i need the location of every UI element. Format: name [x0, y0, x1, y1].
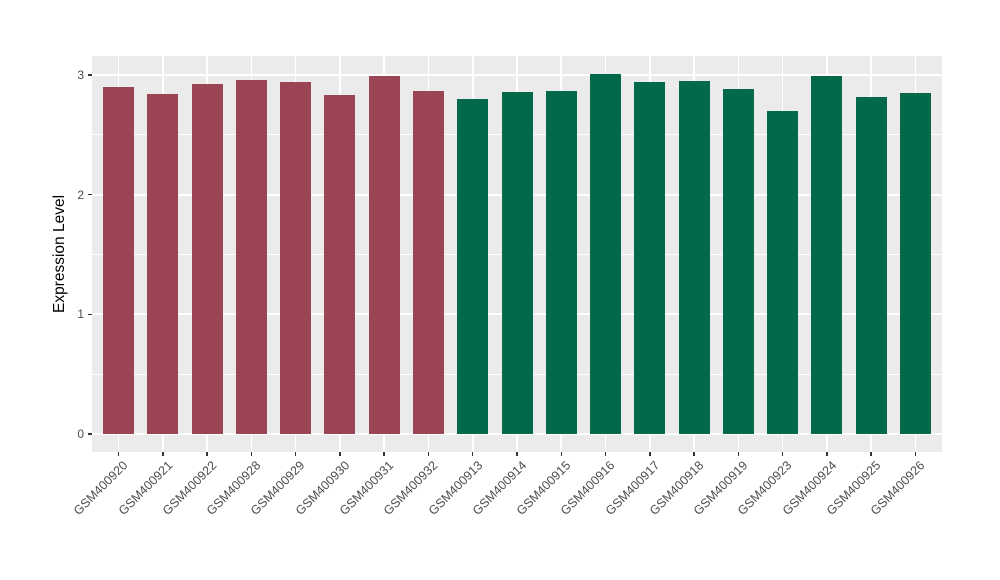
y-axis-tick	[88, 433, 92, 435]
x-axis-tick	[472, 452, 474, 456]
bar	[147, 94, 179, 435]
x-axis-tick	[649, 452, 651, 456]
x-axis-tick	[826, 452, 828, 456]
bar	[501, 91, 533, 435]
bar	[899, 93, 931, 435]
y-axis-tick	[88, 74, 92, 76]
x-axis-tick	[117, 452, 120, 456]
y-axis-tick	[88, 313, 92, 316]
x-axis-tick	[737, 452, 740, 456]
bar	[855, 96, 887, 435]
bar	[634, 82, 666, 435]
bar	[103, 87, 135, 435]
y-axis-tick-label: 3	[77, 68, 84, 83]
x-axis-tick	[294, 452, 297, 456]
y-axis-tick-label: 1	[77, 307, 84, 322]
bar	[678, 81, 710, 435]
bar	[767, 111, 799, 435]
y-axis-tick-label: 0	[77, 427, 84, 442]
bar	[545, 90, 577, 435]
bar	[368, 76, 400, 435]
bar	[590, 73, 622, 435]
bar	[811, 76, 843, 435]
x-axis-tick	[162, 452, 164, 456]
bar	[235, 79, 267, 435]
bar	[457, 99, 489, 435]
x-axis-tick	[427, 452, 430, 456]
bar	[191, 83, 223, 435]
y-axis-title: Expression Level	[51, 194, 68, 314]
plot-panel	[92, 56, 942, 452]
x-axis-tick	[781, 452, 784, 456]
x-axis-tick	[870, 452, 872, 456]
bar	[722, 89, 754, 435]
x-axis-tick	[250, 452, 253, 456]
x-axis-tick	[516, 452, 518, 456]
y-axis-tick-label: 2	[77, 187, 84, 202]
bar	[412, 90, 444, 435]
bar	[324, 95, 356, 435]
x-axis-tick	[206, 452, 208, 456]
y-axis-tick	[88, 194, 92, 196]
bar	[280, 82, 312, 435]
x-axis-tick	[914, 452, 917, 456]
x-axis-tick	[604, 452, 607, 456]
x-axis-tick	[383, 452, 385, 456]
x-axis-tick	[339, 452, 341, 456]
x-axis-tick	[693, 452, 695, 456]
x-axis-tick	[560, 452, 562, 456]
